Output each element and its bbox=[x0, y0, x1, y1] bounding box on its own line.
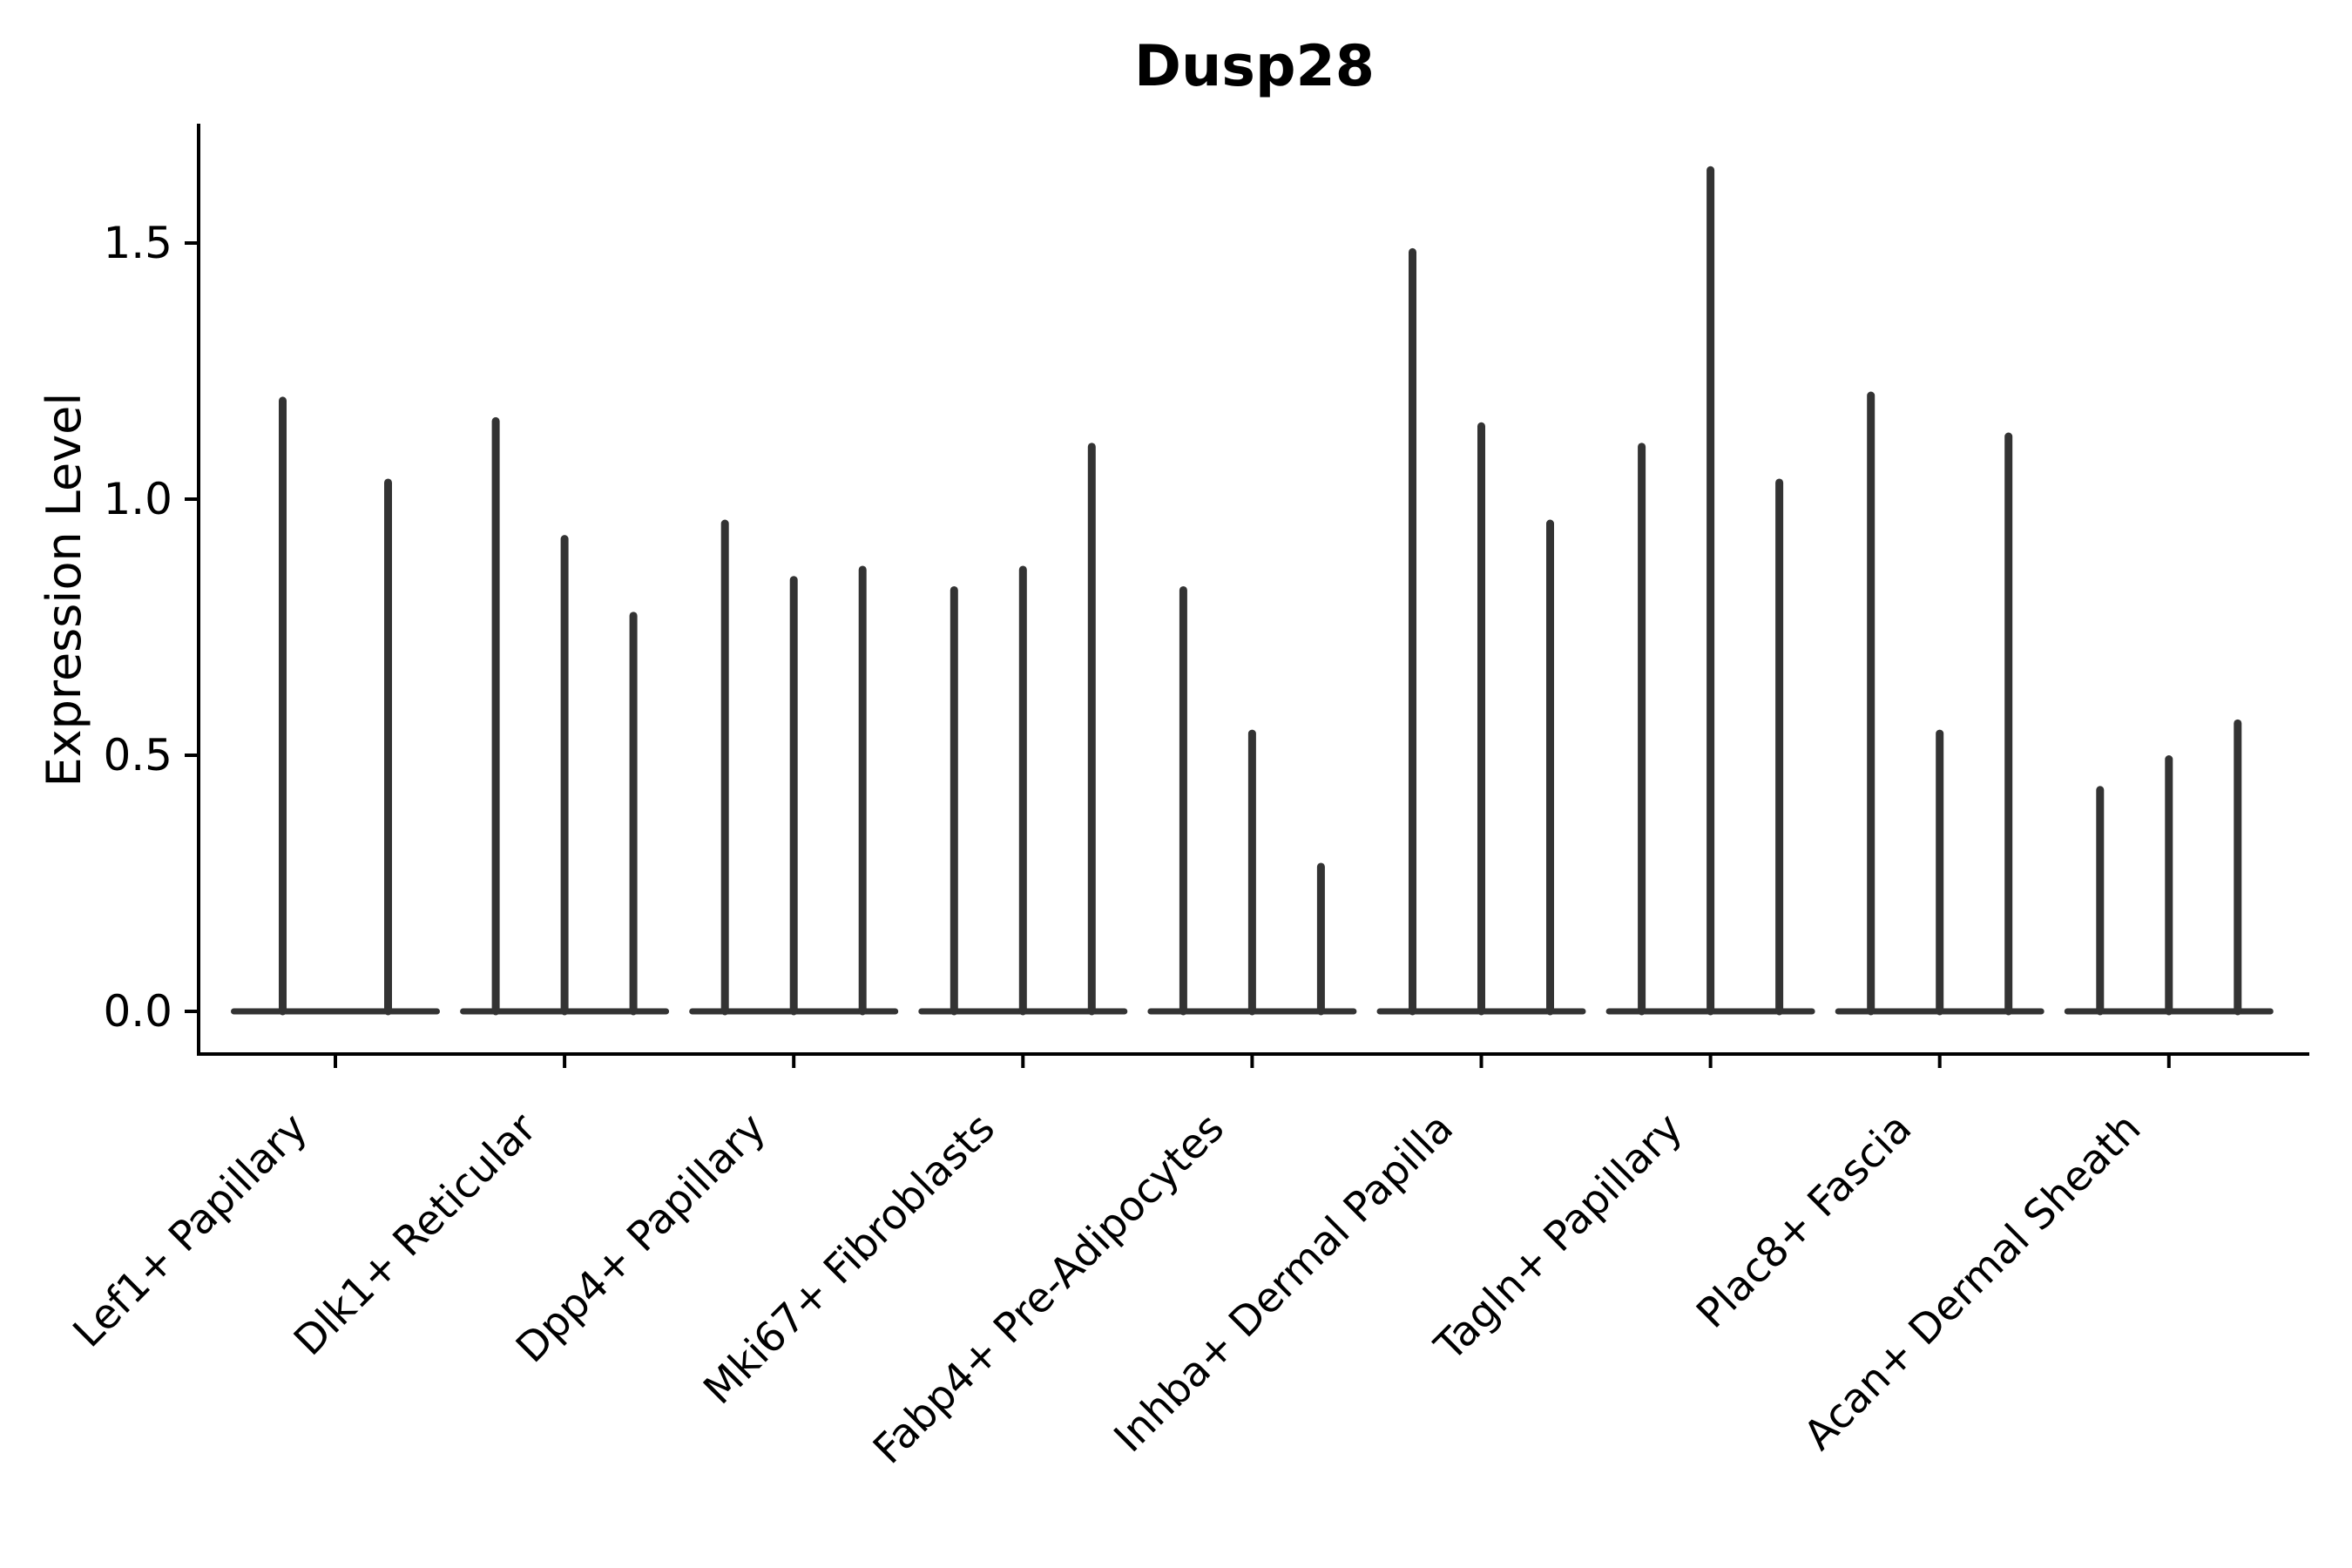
x-category-label: Tagln+ Papillary bbox=[1425, 1105, 1692, 1371]
y-tick-label: 0.5 bbox=[103, 730, 172, 781]
x-category-label: Plac8+ Fascia bbox=[1687, 1105, 1921, 1338]
y-tick-label: 1.5 bbox=[103, 218, 172, 268]
x-category-label: Dpp4+ Papillary bbox=[507, 1105, 775, 1373]
violin-base bbox=[231, 1008, 440, 1015]
x-category-label: Dlk1+ Reticular bbox=[285, 1104, 546, 1365]
y-tick-label: 1.0 bbox=[103, 474, 172, 524]
y-axis-label: Expression Level bbox=[37, 393, 91, 787]
x-category-label: Lef1+ Papillary bbox=[64, 1105, 317, 1357]
y-tick-label: 0.0 bbox=[103, 986, 172, 1037]
plot-title: Dusp28 bbox=[1134, 34, 1375, 99]
